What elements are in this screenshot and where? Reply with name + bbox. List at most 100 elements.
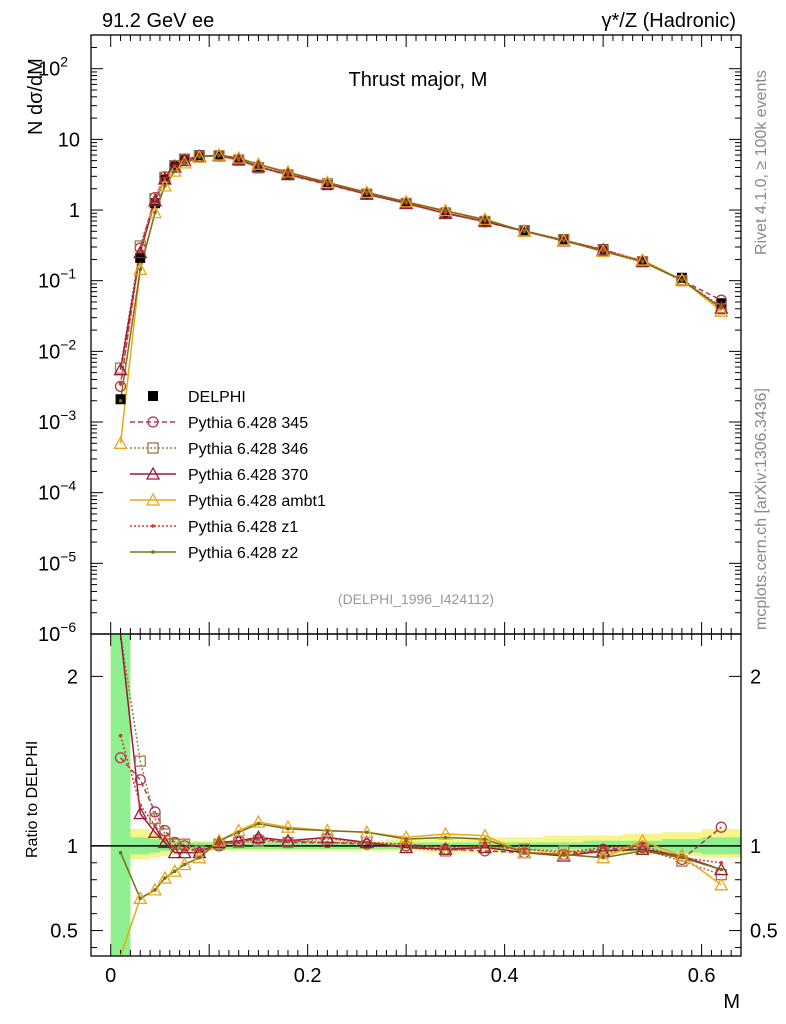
point-pythia-6-428-z2 [172, 169, 177, 173]
point-pythia-6-428-370 [113, 362, 128, 376]
ratio-point-pythia-6-428-z1 [719, 860, 724, 865]
ratio-point-pythia-6-428-ambt1 [157, 870, 172, 884]
ratio-point-pythia-6-428-345 [715, 821, 727, 833]
point-pythia-6-428-z2 [118, 398, 123, 403]
point-pythia-6-428-ambt1 [596, 244, 611, 258]
point-pythia-6-428-z2 [640, 260, 645, 264]
y-tick-label: 10−6 [38, 619, 76, 646]
ratio-point-pythia-6-428-z2 [138, 896, 143, 901]
legend-label-pythia-6-428-346: Pythia 6.428 346 [188, 441, 308, 458]
ratio-point-pythia-6-428-345 [134, 774, 146, 786]
point-pythia-6-428-370 [231, 152, 246, 166]
ratio-point-pythia-6-428-z1 [256, 837, 261, 841]
ratio-point-pythia-6-428-z2 [640, 849, 645, 853]
ratio-point-pythia-6-428-370 [359, 835, 374, 849]
ratio-point-pythia-6-428-ambt1 [231, 823, 246, 837]
ratio-point-pythia-6-428-370 [211, 835, 227, 849]
point-pythia-6-428-z2 [364, 190, 369, 195]
ratio-point-pythia-6-428-370 [438, 841, 453, 855]
ratio-point-pythia-6-428-370 [133, 806, 148, 820]
ratio-point-pythia-6-428-z2 [172, 869, 177, 874]
legend-marker-pythia-6-428-346 [147, 442, 159, 454]
ratio-point-pythia-6-428-z2 [364, 830, 369, 835]
legend-label-pythia-6-428-370: Pythia 6.428 370 [188, 467, 308, 484]
ratio-point-pythia-6-428-z1 [483, 844, 487, 848]
series-line-pythia-6-428-z2 [119, 154, 722, 401]
ratio-y-tick-label: 0.5 [50, 921, 78, 943]
point-pythia-6-428-ambt1 [113, 435, 128, 449]
point-pythia-6-428-346 [715, 303, 727, 315]
ratio-point-pythia-6-428-z1 [236, 840, 241, 845]
ratio-plot-frame [90, 633, 742, 957]
ratio-plot: 0.5 0.5 1 1 2 2 0 0.2 0.4 0.6 Ratio to DELPHI M [24, 633, 778, 1013]
ratio-point-pythia-6-428-z1 [364, 840, 369, 845]
header-left: 91.2 GeV ee [102, 10, 214, 32]
point-pythia-6-428-z2 [719, 306, 724, 310]
point-pythia-6-428-370 [714, 300, 729, 314]
point-pythia-6-428-z2 [236, 156, 241, 161]
point-pythia-6-428-ambt1 [438, 203, 453, 217]
point-pythia-6-428-z2 [483, 217, 487, 222]
point-pythia-6-428-370 [359, 186, 374, 200]
point-pythia-6-428-z2 [217, 153, 221, 157]
point-pythia-6-428-ambt1 [147, 205, 163, 219]
ratio-point-pythia-6-428-346 [233, 836, 245, 849]
ratio-point-pythia-6-428-345 [159, 824, 171, 837]
ratio-point-pythia-6-428-z1 [404, 842, 408, 846]
point-pythia-6-428-ambt1 [320, 175, 335, 189]
ratio-point-pythia-6-428-ambt1 [167, 863, 182, 877]
header-right: γ*/Z (Hadronic) [602, 10, 736, 32]
ratio-point-pythia-6-428-ambt1 [192, 850, 207, 864]
ratio-point-pythia-6-428-ambt1 [596, 850, 611, 864]
ratio-point-pythia-6-428-z1 [197, 849, 202, 853]
series-line-pythia-6-428-z1 [119, 155, 722, 384]
ratio-point-pythia-6-428-z1 [182, 847, 187, 852]
ratio-point-pythia-6-428-370 [157, 835, 172, 849]
ratio-point-pythia-6-428-345 [114, 752, 127, 764]
legend-label-pythia-6-428-z2: Pythia 6.428 z2 [188, 545, 298, 562]
ratio-point-pythia-6-428-z1 [118, 733, 123, 738]
point-pythia-6-428-370 [251, 159, 266, 173]
mcplots-label: mcplots.cern.ch [arXiv:1306.3436] [753, 388, 770, 630]
ratio-point-pythia-6-428-z1 [163, 837, 167, 841]
y-tick-label: 10−1 [38, 266, 76, 293]
series-line-pythia-6-428-346 [119, 155, 722, 369]
point-pythia-6-428-z1 [182, 158, 187, 162]
ratio-point-pythia-6-428-z2 [217, 838, 221, 843]
ratio-point-pythia-6-428-ambt1 [177, 857, 192, 871]
point-pythia-6-428-ambt1 [133, 261, 148, 275]
y-tick-label: 102 [38, 54, 68, 81]
point-pythia-6-428-ambt1 [359, 184, 374, 198]
legend-marker-delphi [148, 391, 158, 401]
ratio-point-pythia-6-428-ambt1 [147, 882, 163, 896]
point-pythia-6-428-370 [133, 245, 148, 259]
point-pythia-6-428-345 [114, 380, 127, 392]
ratio-point-pythia-6-428-z2 [325, 828, 330, 833]
x-tick-label: 0.6 [688, 965, 716, 987]
point-pythia-6-428-370 [399, 196, 414, 210]
point-pythia-6-428-z1 [163, 176, 167, 181]
ratio-point-pythia-6-428-ambt1 [280, 819, 296, 833]
x-tick-label: 0 [105, 965, 116, 987]
point-pythia-6-428-z2 [138, 267, 143, 272]
point-pythia-6-428-370 [477, 214, 493, 228]
ratio-point-pythia-6-428-z1 [153, 823, 157, 828]
point-pythia-6-428-z2 [256, 162, 261, 167]
point-pythia-6-428-z2 [197, 155, 202, 159]
x-tick-label: 0.4 [491, 965, 519, 987]
point-pythia-6-428-z1 [138, 249, 143, 254]
ratio-point-pythia-6-428-346 [282, 836, 294, 849]
point-pythia-6-428-ambt1 [211, 147, 227, 161]
ratio-point-pythia-6-428-370 [167, 845, 182, 859]
ratio-point-pythia-6-428-ambt1 [517, 845, 532, 859]
point-pythia-6-428-370 [635, 254, 650, 268]
ratio-point-pythia-6-428-z1 [286, 838, 290, 843]
band-inner [110, 634, 131, 956]
ratio-point-pythia-6-428-z1 [172, 845, 177, 850]
series-line-pythia-6-428-370 [119, 154, 722, 370]
point-pythia-6-428-z2 [286, 170, 290, 175]
rivet-label: Rivet 4.1.0, ≥ 100k events [753, 70, 770, 255]
y-tick-label: 10−4 [38, 478, 76, 505]
ratio-point-pythia-6-428-370 [714, 862, 729, 876]
